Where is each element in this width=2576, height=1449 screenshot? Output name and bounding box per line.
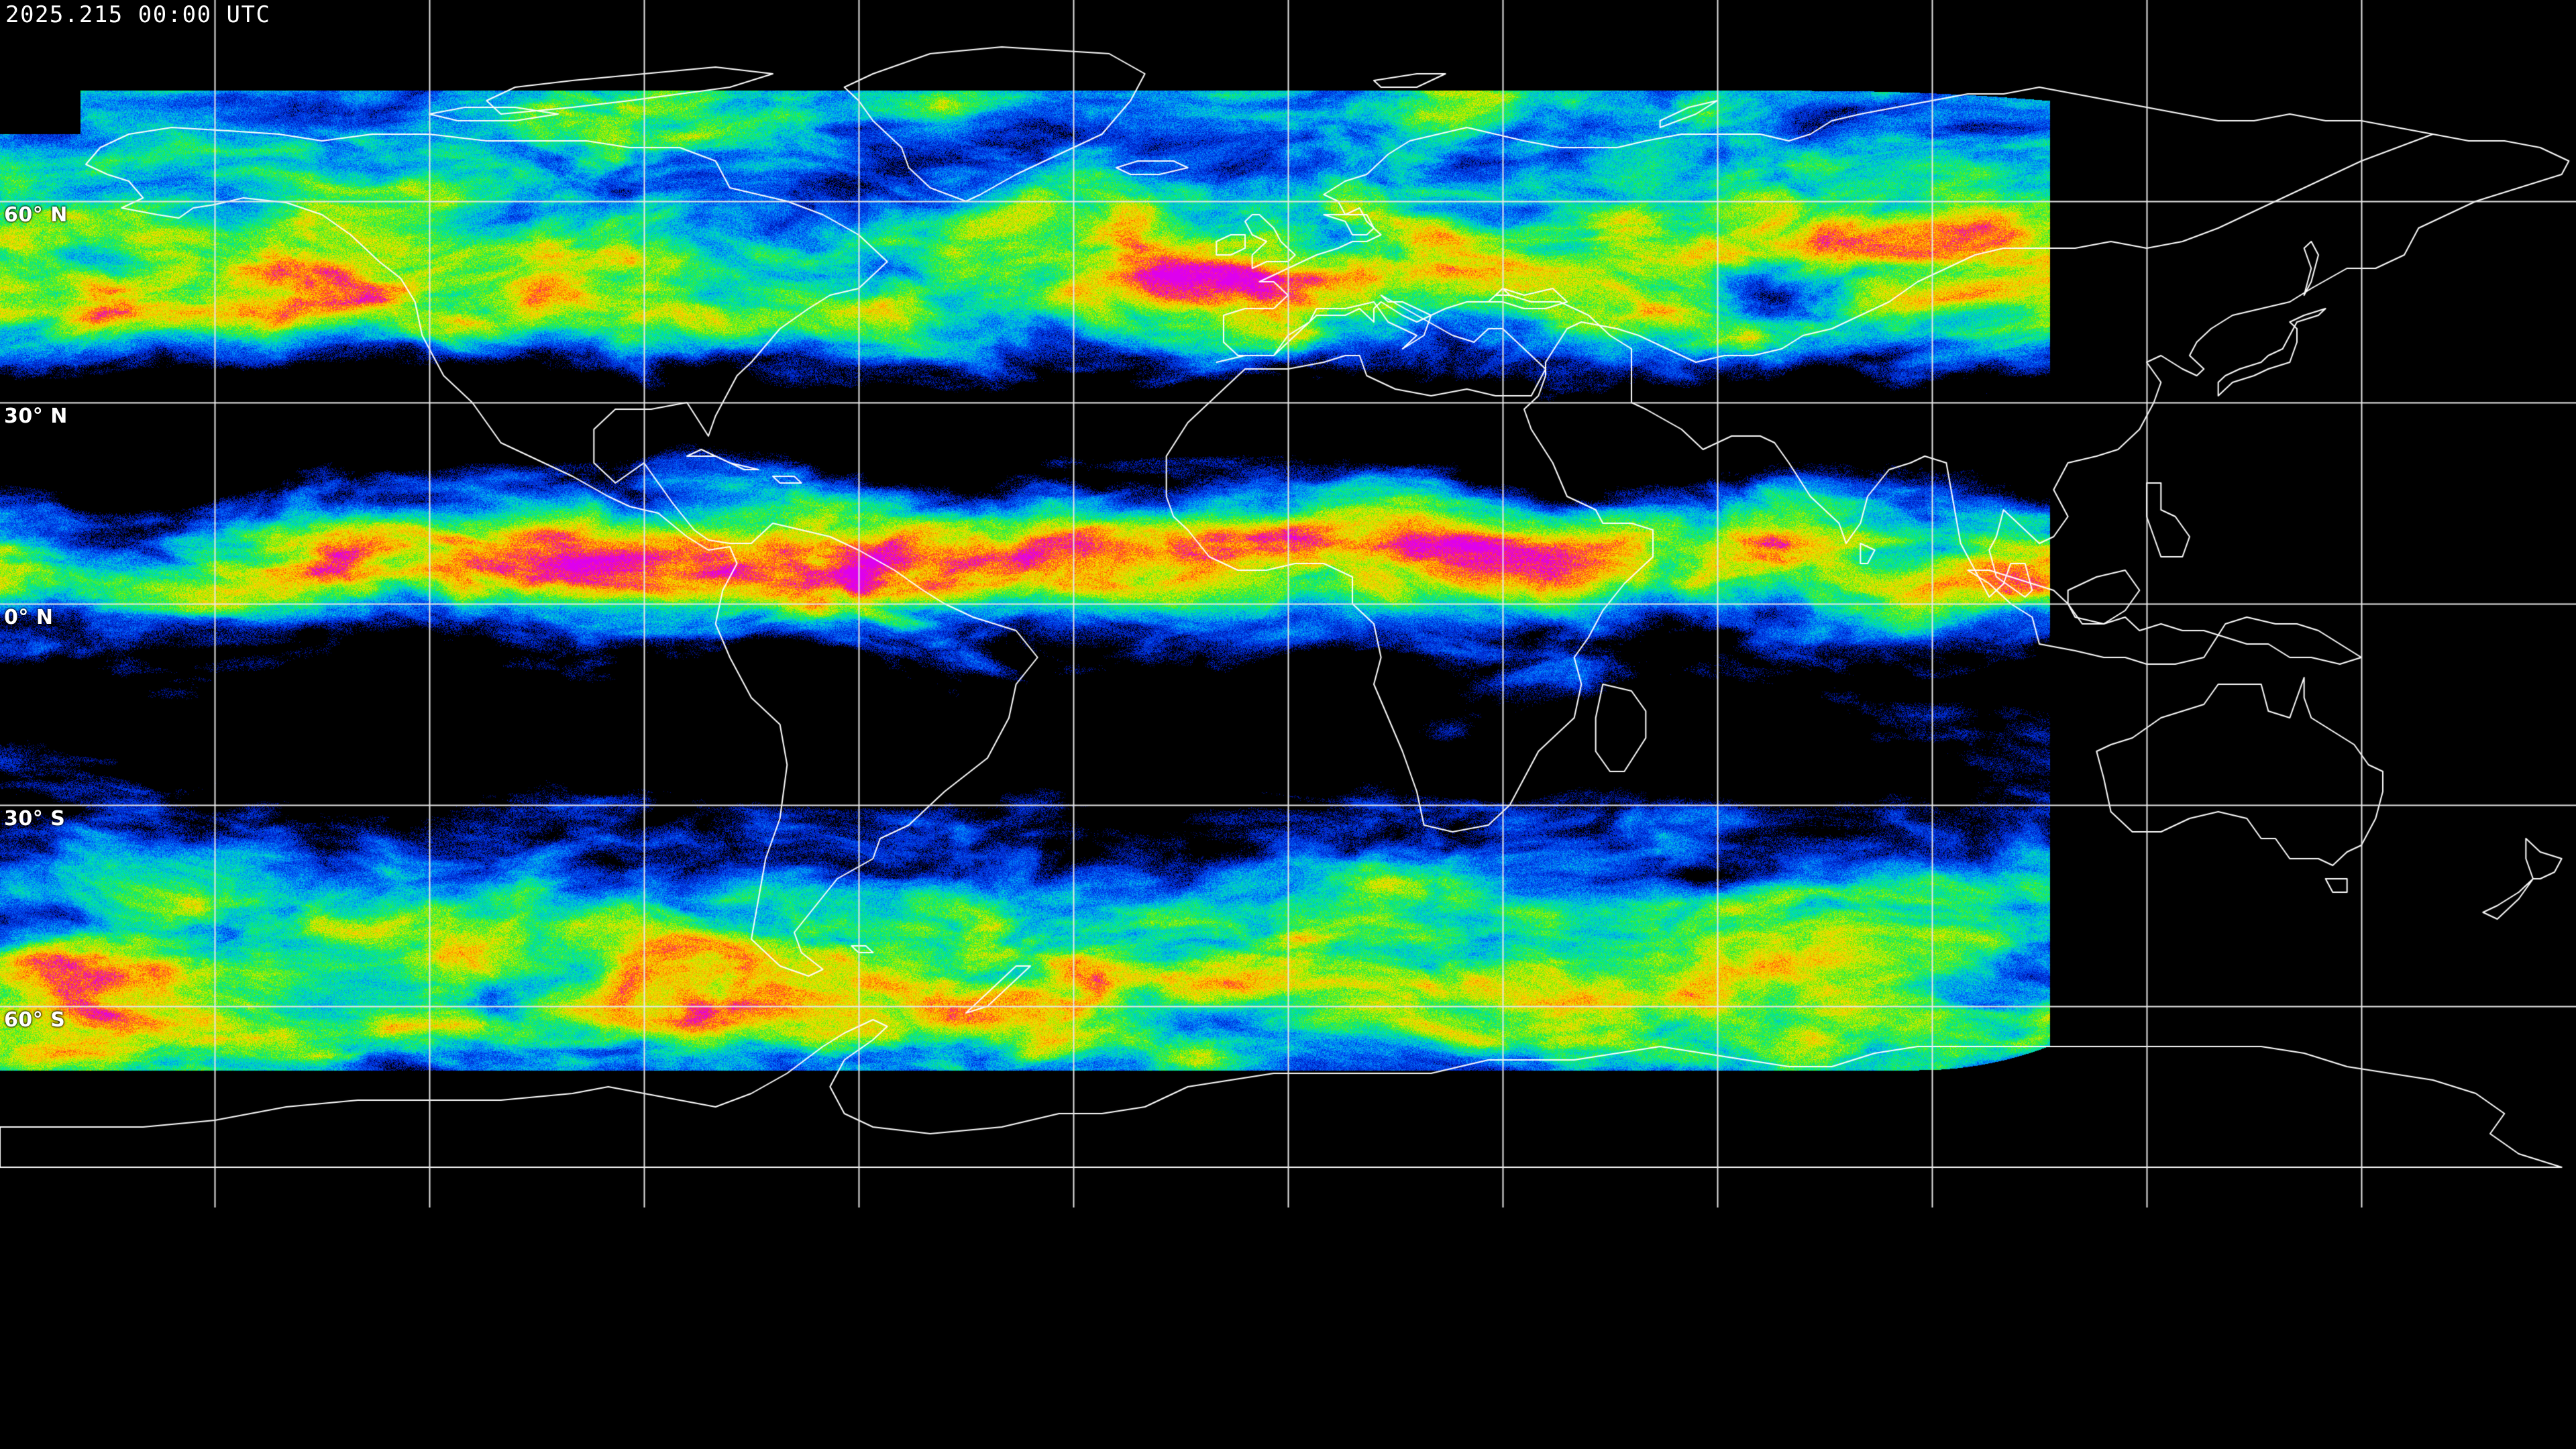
cloud-optical-depth-map[interactable] xyxy=(0,0,2576,1208)
lat-label-30n: 30° N xyxy=(4,405,68,428)
lat-label-60s: 60° S xyxy=(4,1008,66,1032)
lat-label-30s: 30° S xyxy=(4,807,66,830)
lat-label-0n: 0° N xyxy=(4,606,54,629)
timestamp-label: 2025.215 00:00 UTC xyxy=(5,1,271,28)
lat-label-60n: 60° N xyxy=(4,203,68,227)
colorbar: 010203040506070100 Cloud Optical Depth xyxy=(0,1208,2576,1449)
